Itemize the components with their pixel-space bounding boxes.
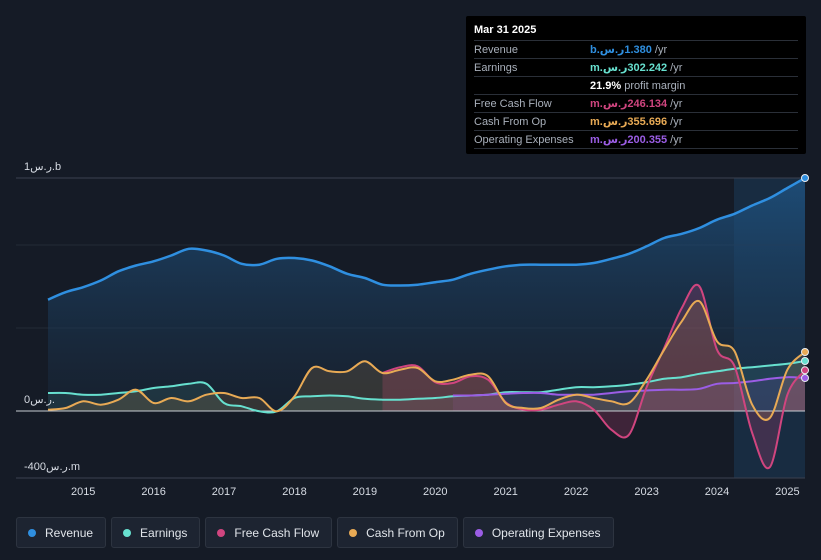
tooltip-label: Free Cash Flow: [474, 97, 552, 110]
earnings-endpoint: [801, 357, 809, 365]
cash-from-op-area: [48, 300, 805, 420]
tooltip-row: Earnings 302.242ر.س.m/yr: [474, 59, 798, 77]
tooltip-unit: /yr: [670, 115, 683, 128]
tooltip-unit: /yr: [670, 61, 683, 74]
y-tick-bottom: -400ر.س.m: [24, 461, 80, 473]
earnings-area: [48, 361, 805, 413]
tooltip-unit: profit margin: [624, 79, 686, 92]
x-tick-label: 2019: [353, 486, 377, 498]
tooltip-value: 302.242ر.س.m: [590, 62, 668, 74]
revenue-endpoint: [801, 174, 809, 182]
x-tick-label: 2023: [634, 486, 658, 498]
legend-item-revenue[interactable]: Revenue: [16, 517, 107, 548]
y-tick-top: 1ر.س.b: [24, 161, 61, 173]
tooltip-row: Revenue 1.380ر.س.b/yr: [474, 41, 798, 59]
tooltip-panel: Mar 31 2025 Revenue 1.380ر.س.b/yr Earnings…: [466, 16, 806, 154]
legend-dot-icon: [474, 528, 483, 537]
legend-dot-icon: [123, 528, 132, 537]
free-cash-flow-endpoint: [801, 366, 809, 375]
operating-expenses-area: [452, 377, 805, 412]
earnings-line: [47, 360, 806, 414]
tooltip-value: 1.380ر.س.b: [590, 44, 652, 56]
free-cash-flow-line: [382, 283, 806, 470]
y-tick-zero: 0ر.س.: [24, 394, 55, 406]
legend-item-operating-expenses[interactable]: Operating Expenses: [462, 517, 614, 548]
legend-label: Earnings: [140, 525, 188, 540]
cash-from-op-endpoint: [801, 348, 809, 356]
x-tick-label: 2015: [71, 486, 95, 498]
tooltip-label: Revenue: [474, 43, 519, 56]
legend-item-cash-from-op[interactable]: Cash From Op: [337, 517, 458, 548]
revenue-line: [47, 176, 806, 301]
legend-dot-icon: [28, 528, 36, 537]
x-tick-label: 2022: [564, 486, 588, 498]
operating-expenses-line: [452, 376, 806, 397]
legend-dot-icon: [217, 528, 226, 537]
x-tick-label: 2017: [212, 486, 236, 498]
tooltip-value: 200.355ر.س.m: [590, 134, 668, 146]
tooltip-value: 21.9%: [590, 79, 622, 92]
tooltip-row: 21.9% profit margin: [474, 77, 798, 95]
tooltip-unit: /yr: [654, 43, 668, 56]
legend-item-free-cash-flow[interactable]: Free Cash Flow: [205, 517, 333, 548]
tooltip-unit: /yr: [670, 133, 683, 146]
tooltip-label: Cash From Op: [474, 115, 547, 128]
legend-label: Free Cash Flow: [234, 525, 320, 540]
legend-label: Operating Expenses: [491, 525, 601, 540]
tooltip-value: 355.696ر.س.m: [590, 116, 668, 128]
legend: Revenue Earnings Free Cash Flow Cash From O…: [16, 517, 619, 548]
x-tick-label: 2021: [493, 486, 517, 498]
tooltip-row: Free Cash Flow 246.134ر.س.m/yr: [474, 95, 798, 113]
legend-label: Cash From Op: [366, 525, 445, 540]
free-cash-flow-area: [382, 284, 805, 469]
tooltip-value: 246.134ر.س.m: [590, 98, 668, 110]
revenue-area: [48, 178, 805, 412]
tooltip-unit: /yr: [670, 97, 683, 110]
x-tick-label: 2024: [705, 486, 729, 498]
tooltip-row: Operating Expenses 200.355ر.س.m/yr: [474, 131, 798, 149]
x-tick-label: 2020: [423, 486, 447, 498]
tooltip-row: Cash From Op 355.696ر.س.m/yr: [474, 113, 798, 131]
legend-dot-icon: [349, 528, 358, 537]
tooltip-label: Earnings: [474, 61, 518, 74]
x-tick-label: 2016: [141, 486, 165, 498]
cash-from-op-line: [47, 299, 806, 421]
legend-item-earnings[interactable]: Earnings: [111, 517, 201, 548]
x-tick-label: 2018: [282, 486, 306, 498]
tooltip-label: Operating Expenses: [474, 133, 574, 146]
tooltip-date: Mar 31 2025: [474, 24, 798, 41]
operating-expenses-endpoint: [801, 374, 809, 382]
legend-label: Revenue: [45, 525, 94, 540]
x-tick-label: 2025: [775, 486, 799, 498]
